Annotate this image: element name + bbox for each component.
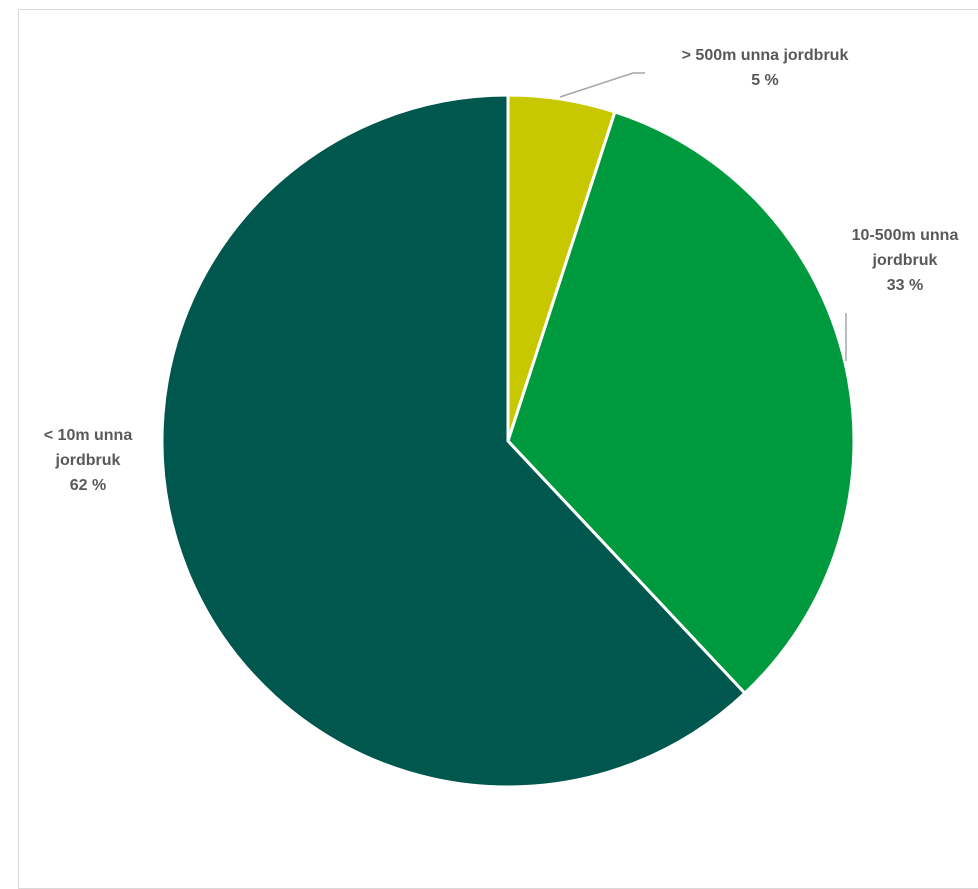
data-label-2: < 10m unna jordbruk 62 % xyxy=(44,427,133,494)
leader-line-0 xyxy=(559,72,645,98)
leader-lines xyxy=(559,72,847,361)
pie-slices xyxy=(160,93,856,789)
data-label-0: > 500m unna jordbruk 5 % xyxy=(682,47,849,89)
data-label-1: 10-500m unna jordbruk 33 % xyxy=(852,227,959,294)
data-label-category: > 500m unna jordbruk xyxy=(682,47,849,64)
data-label-value: 5 % xyxy=(751,72,779,89)
pie-chart: > 500m unna jordbruk 5 % 10-500m unna jordb… xyxy=(44,47,959,789)
data-label-value: 62 % xyxy=(70,477,106,494)
data-label-category: jordbruk xyxy=(872,252,938,269)
data-label-category: jordbruk xyxy=(55,452,121,469)
data-label-category: < 10m unna xyxy=(44,427,133,444)
data-label-category: 10-500m unna xyxy=(852,227,959,244)
data-labels: > 500m unna jordbruk 5 % 10-500m unna jordb… xyxy=(44,47,959,494)
pie-slice-1 xyxy=(506,110,856,695)
pie-slice-2 xyxy=(160,93,747,789)
data-label-value: 33 % xyxy=(887,277,923,294)
